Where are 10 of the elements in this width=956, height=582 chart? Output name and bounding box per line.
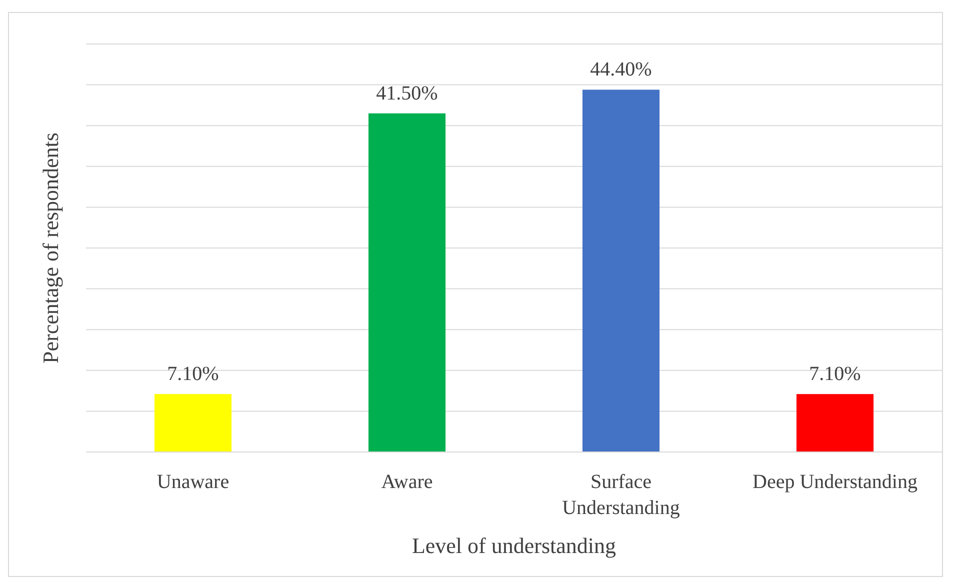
x-tick-label: Deep Understanding <box>752 471 918 493</box>
data-label: 41.50% <box>376 82 438 104</box>
data-label: 7.10% <box>167 363 219 386</box>
x-axis-title: Level of understanding <box>412 533 616 558</box>
x-tick-label: Surface Understanding <box>562 471 680 519</box>
y-axis-title: Percentage of respondents <box>38 132 63 364</box>
x-tick-label: Unaware <box>156 471 230 493</box>
data-label: 44.40% <box>590 58 652 81</box>
x-tick-label: Aware <box>381 471 433 493</box>
data-label: 7.10% <box>809 363 861 386</box>
